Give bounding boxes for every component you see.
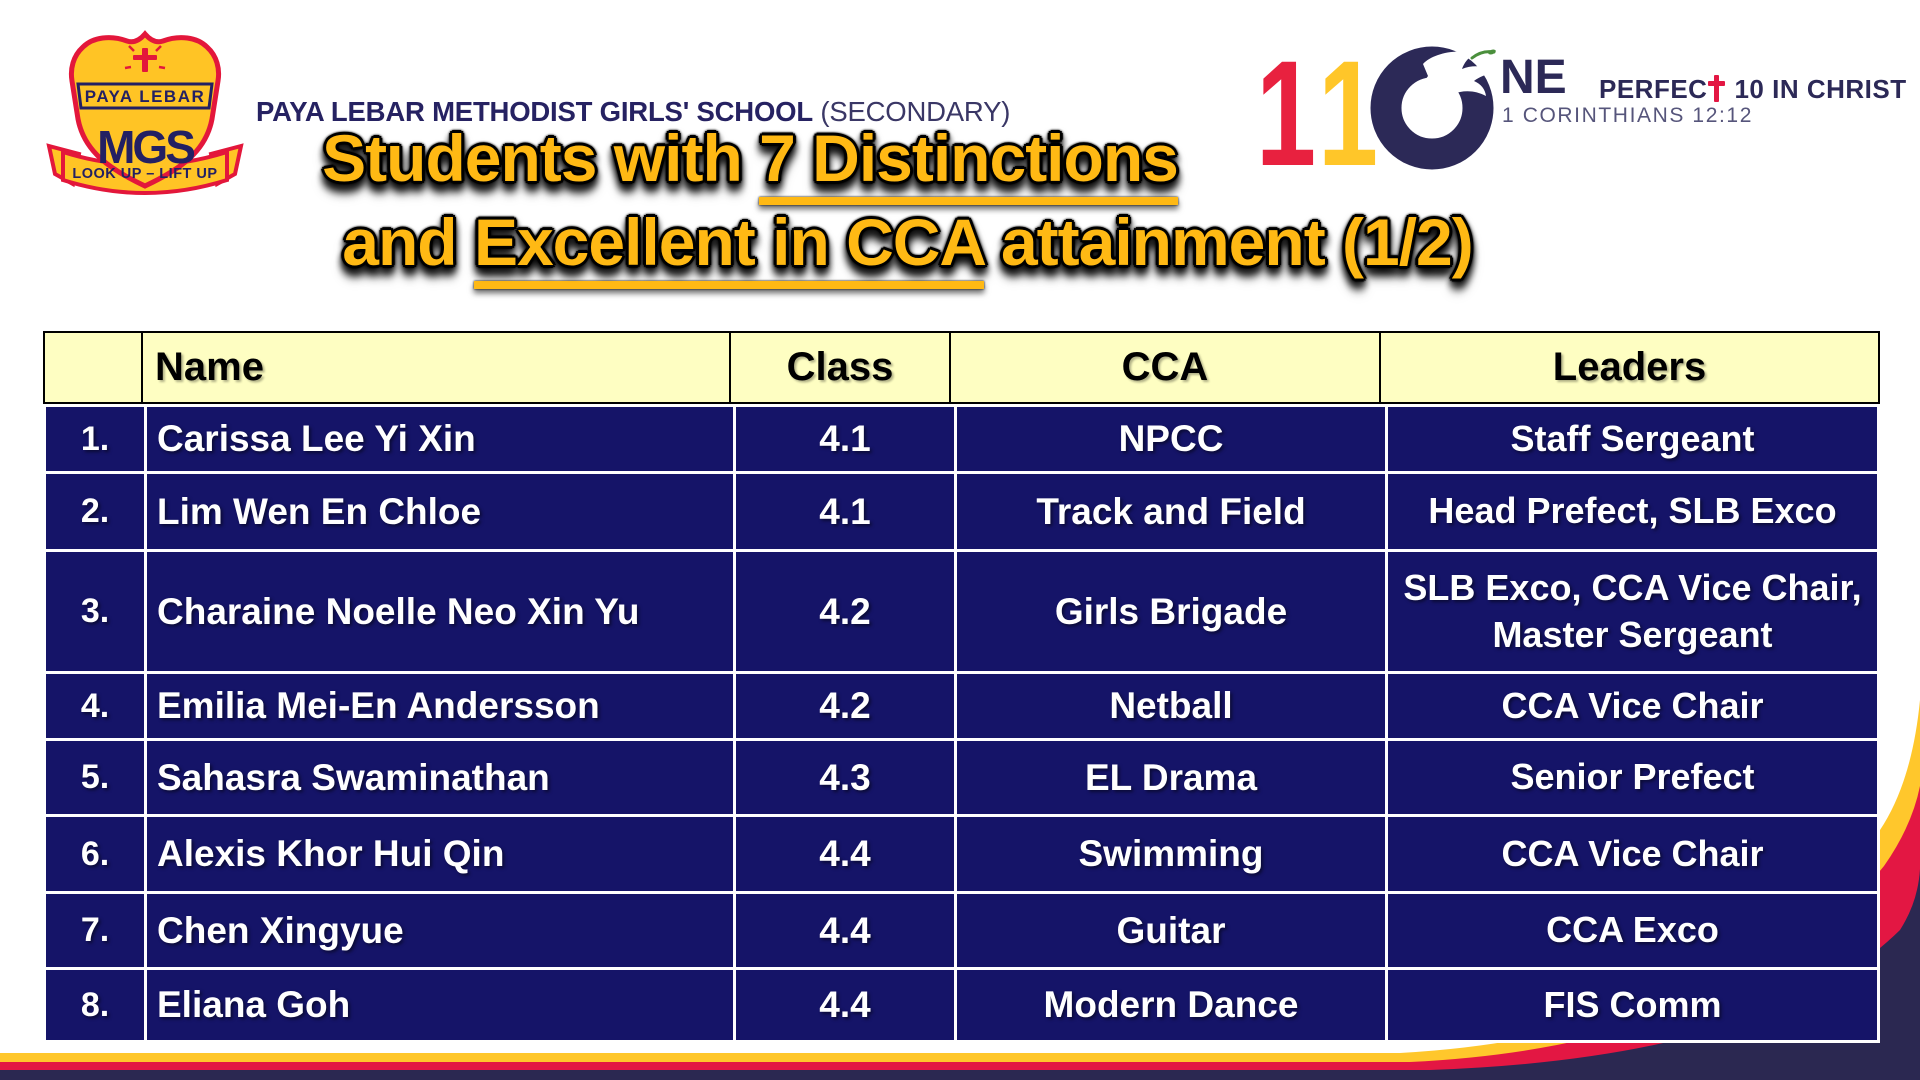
row-number-cell: 7. bbox=[46, 894, 144, 967]
red-cross-icon bbox=[1708, 75, 1726, 102]
class-cell: 4.2 bbox=[736, 674, 954, 738]
cca-cell: Track and Field bbox=[957, 474, 1385, 549]
leaders-cell: FIS Comm bbox=[1388, 970, 1877, 1040]
crest-motto: LOOK UP – LIFT UP bbox=[72, 166, 217, 182]
name-cell: Carissa Lee Yi Xin bbox=[147, 407, 733, 471]
row-number-cell: 1. bbox=[46, 407, 144, 471]
class-cell: 4.2 bbox=[736, 552, 954, 671]
name-cell: Lim Wen En Chloe bbox=[147, 474, 733, 549]
title-line1-pre: Students with bbox=[322, 121, 760, 195]
leaders-cell: CCA Vice Chair bbox=[1388, 674, 1877, 738]
crest-monogram: MGS bbox=[97, 121, 194, 173]
row-number-cell: 8. bbox=[46, 970, 144, 1040]
tagline-post: 10 IN CHRIST bbox=[1734, 74, 1907, 104]
leaders-cell: SLB Exco, CCA Vice Chair, Master Sergean… bbox=[1388, 552, 1877, 671]
name-cell: Chen Xingyue bbox=[147, 894, 733, 967]
slide-title-line2: and Excellent in CCA attainment (1/2) bbox=[0, 204, 1815, 289]
name-cell: Sahasra Swaminathan bbox=[147, 741, 733, 814]
header-name-cell: Name bbox=[143, 333, 731, 402]
row-number-cell: 5. bbox=[46, 741, 144, 814]
name-cell: Emilia Mei-En Andersson bbox=[147, 674, 733, 738]
anniversary-digit-yellow: 1 bbox=[1318, 29, 1379, 197]
title-line2-pre: and bbox=[342, 205, 474, 279]
header-cca-cell: CCA bbox=[951, 333, 1381, 402]
class-cell: 4.1 bbox=[736, 474, 954, 549]
cca-cell: Netball bbox=[957, 674, 1385, 738]
school-name-main: PAYA LEBAR METHODIST GIRLS' SCHOOL bbox=[256, 96, 813, 127]
name-cell: Charaine Noelle Neo Xin Yu bbox=[147, 552, 733, 671]
anniversary-verse: 1 CORINTHIANS 12:12 bbox=[1502, 104, 1753, 127]
cca-cell: Modern Dance bbox=[957, 970, 1385, 1040]
row-number-cell: 2. bbox=[46, 474, 144, 549]
title-line2-post: attainment (1/2) bbox=[983, 205, 1474, 279]
name-cell: Eliana Goh bbox=[147, 970, 733, 1040]
title-line2-underlined: Excellent in CCA bbox=[473, 205, 985, 289]
school-name: PAYA LEBAR METHODIST GIRLS' SCHOOL (SECO… bbox=[256, 96, 1010, 128]
leaders-cell: Head Prefect, SLB Exco bbox=[1388, 474, 1877, 549]
row-number-cell: 6. bbox=[46, 817, 144, 891]
cca-cell: Swimming bbox=[957, 817, 1385, 891]
leaders-cell: CCA Exco bbox=[1388, 894, 1877, 967]
crest-banner-text: PAYA LEBAR bbox=[85, 87, 206, 106]
class-cell: 4.4 bbox=[736, 817, 954, 891]
class-cell: 4.4 bbox=[736, 970, 954, 1040]
cca-cell: EL Drama bbox=[957, 741, 1385, 814]
row-number-cell: 4. bbox=[46, 674, 144, 738]
leaders-cell: Senior Prefect bbox=[1388, 741, 1877, 814]
slide-title-line1: Students with 7 Distinctions bbox=[120, 120, 1380, 205]
school-name-suffix: (SECONDARY) bbox=[812, 96, 1011, 127]
anniversary-one-text: NE bbox=[1500, 51, 1567, 104]
title-line1-underlined: 7 Distinctions bbox=[759, 121, 1179, 205]
row-number-cell: 3. bbox=[46, 552, 144, 671]
name-cell: Alexis Khor Hui Qin bbox=[147, 817, 733, 891]
anniversary-tagline: PERFEC 10 IN CHRIST bbox=[1599, 74, 1907, 105]
class-cell: 4.3 bbox=[736, 741, 954, 814]
cca-cell: NPCC bbox=[957, 407, 1385, 471]
tagline-pre: PERFEC bbox=[1599, 74, 1708, 104]
leaders-cell: CCA Vice Chair bbox=[1388, 817, 1877, 891]
header-class-cell: Class bbox=[731, 333, 951, 402]
cca-cell: Girls Brigade bbox=[957, 552, 1385, 671]
class-cell: 4.4 bbox=[736, 894, 954, 967]
leaders-cell: Staff Sergeant bbox=[1388, 407, 1877, 471]
table-header-row: Name Class CCA Leaders bbox=[43, 331, 1880, 404]
header-leaders-cell: Leaders bbox=[1552, 345, 1707, 389]
school-crest-logo: PAYA LEBAR MGS LOOK UP – LIFT UP bbox=[46, 30, 244, 195]
header-number-cell bbox=[45, 333, 143, 402]
class-cell: 4.1 bbox=[736, 407, 954, 471]
dove-ring-icon bbox=[1370, 46, 1496, 170]
student-table: 1. Carissa Lee Yi Xin 4.1 NPCC Staff Ser… bbox=[43, 404, 1880, 1043]
anniversary-digit-red: 1 bbox=[1256, 29, 1317, 197]
cca-cell: Guitar bbox=[957, 894, 1385, 967]
